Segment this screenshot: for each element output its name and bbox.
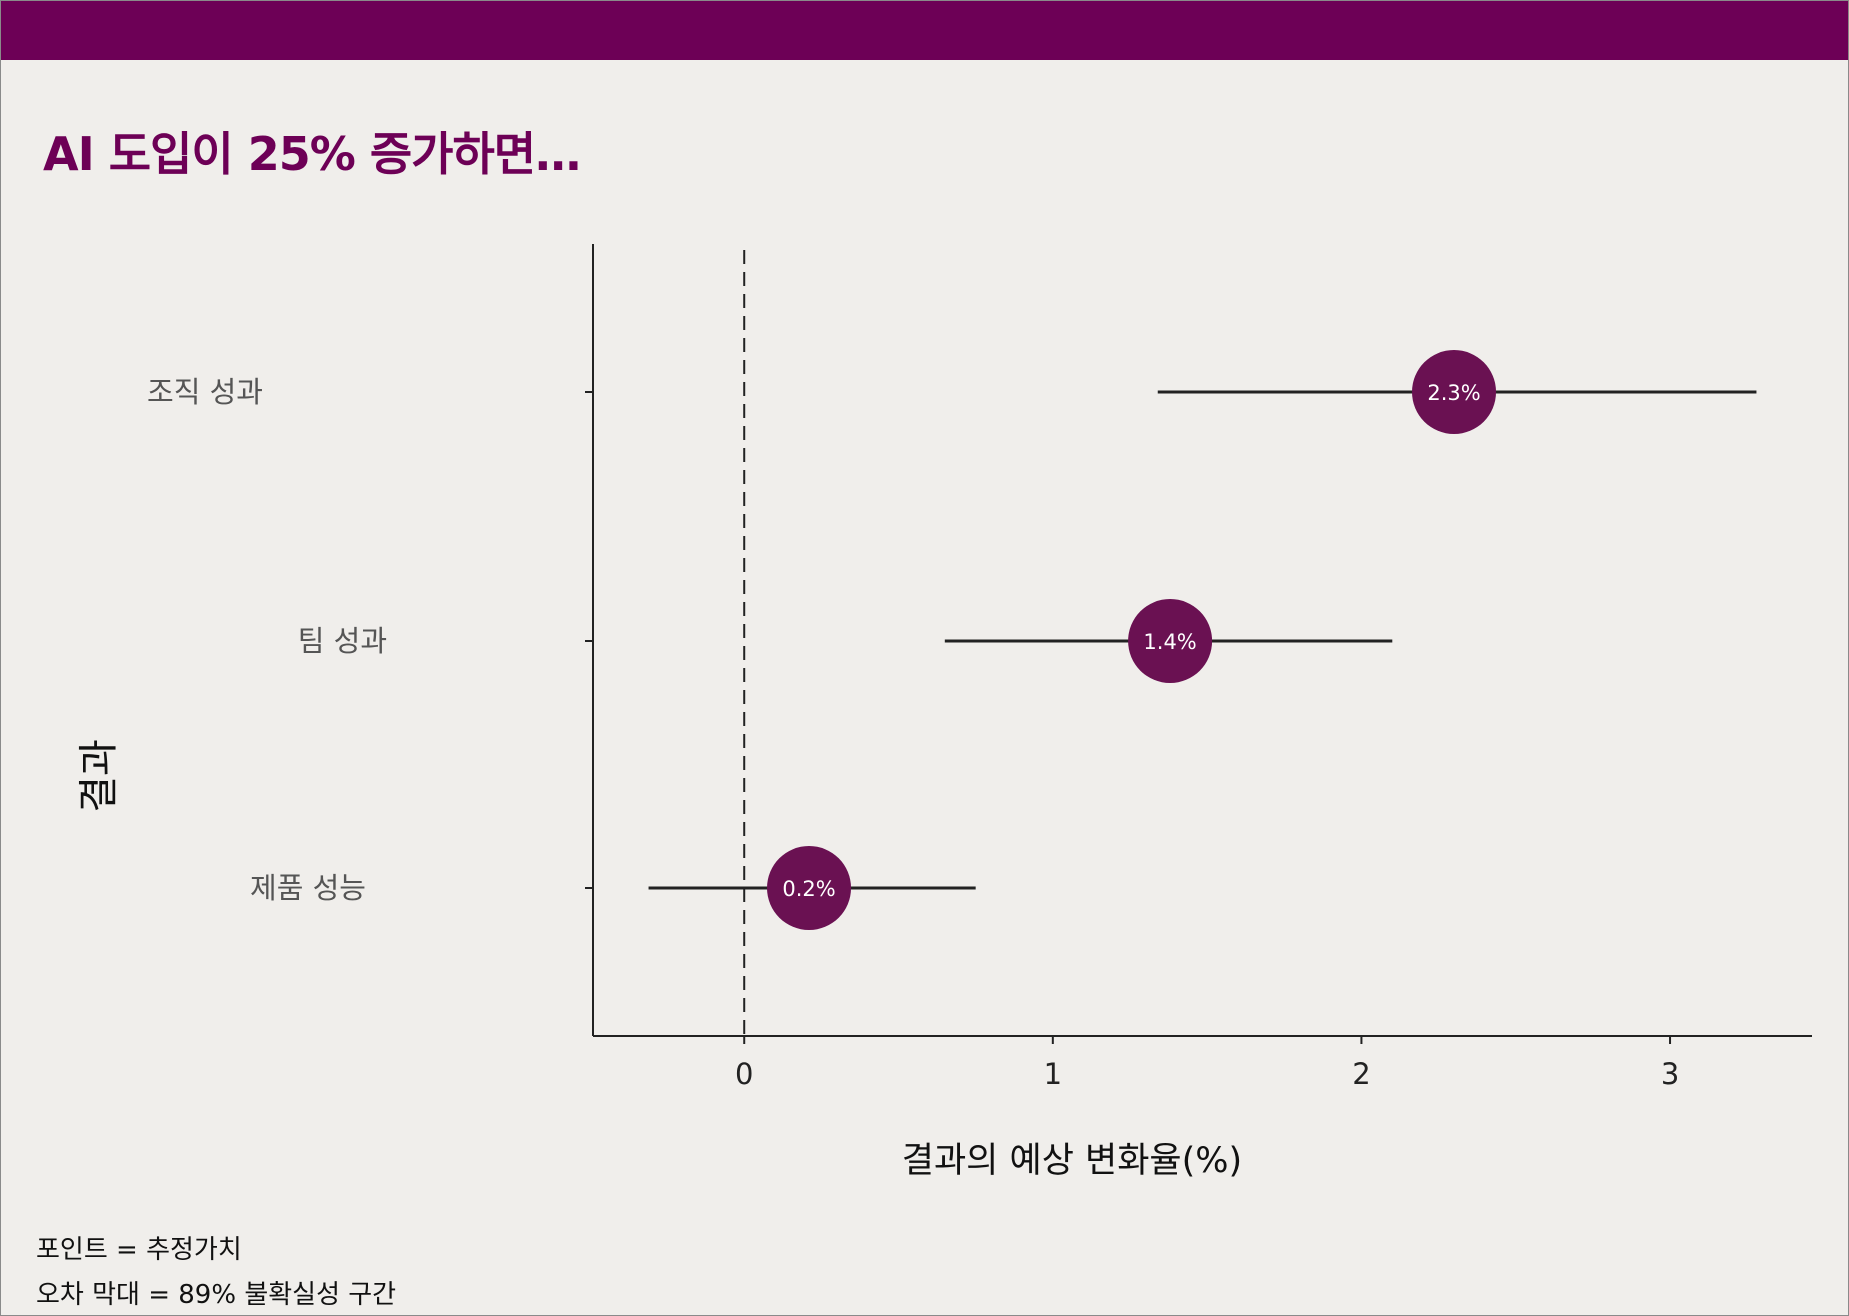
footnote-error-bars: 오차 막대 = 89% 불확실성 구간 [36, 1280, 397, 1310]
x-tick-label-0: 0 [735, 1057, 753, 1091]
point-0 [1412, 350, 1497, 434]
x-tick-label-2: 2 [1352, 1057, 1370, 1091]
category-label-0: 조직 성과 [147, 375, 263, 409]
point-label-1: 1.4% [1143, 630, 1196, 654]
x-tick-label-1: 1 [1044, 1057, 1062, 1091]
point-2 [767, 846, 852, 930]
x-tick-label-3: 3 [1661, 1057, 1679, 1091]
point-1 [1128, 599, 1213, 683]
category-label-1: 팀 성과 [298, 624, 387, 658]
point-label-0: 2.3% [1427, 381, 1480, 405]
x-axis-label: 결과의 예상 변화율(%) [902, 1141, 1242, 1181]
footnote-points: 포인트 = 추정가치 [36, 1235, 242, 1265]
chart-title: AI 도입이 25% 증가하면… [43, 127, 581, 181]
y-axis-label: 결과 [76, 739, 122, 813]
category-label-2: 제품 성능 [250, 871, 366, 905]
point-label-2: 0.2% [782, 877, 835, 901]
top-accent-bar [1, 1, 1848, 60]
